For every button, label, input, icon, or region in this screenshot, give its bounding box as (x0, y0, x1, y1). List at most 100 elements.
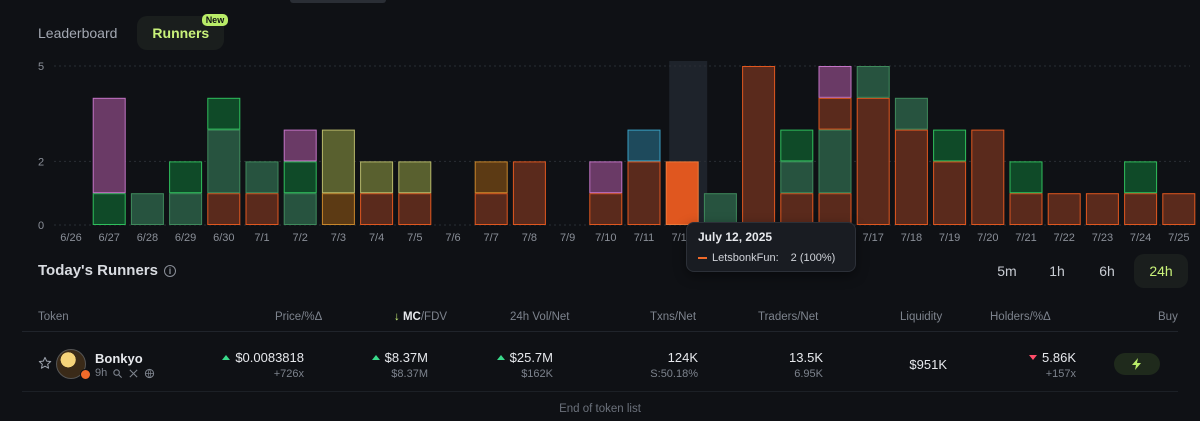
timeframe-24h[interactable]: 24h (1134, 254, 1188, 288)
token-name[interactable]: Bonkyo (95, 351, 143, 366)
y-tick-label: 0 (38, 220, 44, 232)
price-value: $0.0083818 (235, 350, 304, 365)
x-tick-label: 7/19 (939, 232, 960, 244)
col-vol[interactable]: 24h Vol/Net (510, 311, 570, 323)
liquidity-cell: $951K (909, 357, 947, 372)
bar-segment (169, 193, 203, 225)
col-buy: Buy (1158, 311, 1178, 323)
tab-bar: Leaderboard Runners New (22, 14, 229, 50)
price-change: +726x (273, 368, 304, 380)
up-triangle-icon (371, 355, 380, 360)
txns-sub: S:50.18% (650, 368, 698, 380)
up-triangle-icon (496, 355, 505, 360)
bar-segment (818, 129, 852, 194)
holders-cell: 5.86K +157x (1029, 350, 1076, 380)
bar-segment (627, 129, 661, 162)
x-tick-label: 7/23 (1092, 232, 1113, 244)
col-fdv-label: /FDV (420, 311, 448, 323)
bar-segment (245, 161, 279, 194)
timeframe-6h[interactable]: 6h (1099, 263, 1115, 279)
y-tick-label: 2 (38, 156, 44, 168)
tab-runners-label: Runners (152, 25, 210, 41)
quick-buy-button[interactable] (1114, 353, 1160, 375)
col-txns[interactable]: Txns/Net (650, 311, 697, 323)
bar-segment (92, 193, 126, 225)
bar-segment (894, 129, 928, 225)
launchpad-badge-icon (80, 369, 91, 380)
x-tick-label: 7/4 (369, 232, 384, 244)
table-header: Token Price/%Δ ↓ MC/FDV 24h Vol/Net Txns… (22, 304, 1178, 332)
chart-tooltip: July 12, 2025 LetsbonkFun: 2 (100%) (686, 222, 856, 272)
tooltip-swatch (698, 257, 707, 259)
x-tick-label: 6/29 (175, 232, 196, 244)
x-tick-label: 6/30 (213, 232, 234, 244)
x-tick-label: 7/11 (634, 232, 655, 244)
bar-segment (856, 97, 890, 225)
bar-segment (360, 161, 394, 194)
sort-down-icon: ↓ (394, 311, 400, 323)
col-liquidity[interactable]: Liquidity (900, 311, 943, 323)
volume-net: $162K (521, 368, 553, 380)
new-badge: New (201, 14, 229, 26)
bar-segment (1009, 161, 1043, 194)
bar-segment (1124, 193, 1158, 225)
bar-segment (92, 97, 126, 194)
traders-value: 13.5K (789, 350, 823, 365)
top-strip (290, 0, 386, 3)
bar-segment (742, 66, 776, 225)
bar-segment (589, 161, 623, 194)
tooltip-series: LetsbonkFun: (712, 252, 779, 264)
col-token[interactable]: Token (38, 311, 69, 323)
bar-segment (780, 129, 814, 162)
table-row[interactable]: Bonkyo 9h $0.0083818 +726x $8.37M $8.37M… (22, 336, 1178, 392)
search-icon[interactable] (112, 368, 123, 379)
x-social-icon[interactable] (128, 368, 139, 379)
bar-segment (474, 193, 508, 225)
x-tick-label: 7/3 (331, 232, 346, 244)
mc-value: $8.37M (384, 350, 428, 365)
mc-cell: $8.37M $8.37M (371, 350, 428, 380)
timeframe-selector: 5m 1h 6h 24h (984, 254, 1188, 288)
bar-segment (283, 161, 317, 194)
down-triangle-icon (1029, 355, 1038, 360)
info-icon[interactable]: i (163, 264, 176, 277)
col-holders[interactable]: Holders/%Δ (990, 311, 1051, 323)
bar-segment (207, 129, 241, 194)
holders-value: 5.86K (1042, 350, 1076, 365)
fdv-value: $8.37M (391, 368, 428, 380)
col-traders[interactable]: Traders/Net (758, 311, 819, 323)
globe-icon[interactable] (144, 368, 155, 379)
col-mc[interactable]: ↓ MC/FDV (394, 311, 447, 323)
x-tick-label: 7/7 (484, 232, 499, 244)
col-price[interactable]: Price/%Δ (275, 311, 323, 323)
x-tick-label: 7/9 (560, 232, 575, 244)
bar-segment (1009, 193, 1043, 225)
x-tick-label: 7/5 (407, 232, 422, 244)
x-tick-label: 7/25 (1168, 232, 1189, 244)
tooltip-value: 2 (100%) (790, 252, 836, 264)
x-tick-label: 7/10 (595, 232, 616, 244)
end-of-list-text: End of token list (559, 403, 641, 415)
tab-runners[interactable]: Runners New (137, 14, 229, 50)
bar-segment (933, 129, 967, 162)
y-tick-label: 5 (38, 61, 44, 73)
timeframe-5m[interactable]: 5m (997, 263, 1017, 279)
bar-segment (1085, 193, 1119, 225)
x-tick-label: 7/21 (1015, 232, 1036, 244)
star-icon[interactable] (38, 356, 52, 370)
runners-chart: 0 2 5 6/26 6/27 6/28 6/29 6/30 7/1 7/2 7/3 7/4 7/5 7/… (38, 61, 1196, 244)
bar-segment (818, 97, 852, 130)
x-tick-label: 7/6 (445, 232, 460, 244)
token-avatar (56, 349, 86, 379)
tooltip-row: LetsbonkFun: 2 (100%) (698, 252, 844, 264)
section-title-text: Today's Runners (38, 262, 158, 279)
bar-segment (818, 66, 852, 98)
bar-segment (1124, 161, 1158, 194)
bar-segment (1047, 193, 1081, 225)
tab-leaderboard[interactable]: Leaderboard (38, 25, 118, 41)
x-tick-label: 6/28 (137, 232, 158, 244)
bar-segment (398, 161, 432, 194)
timeframe-1h[interactable]: 1h (1049, 263, 1065, 279)
bar-segment (933, 161, 967, 225)
bar-segment (321, 193, 355, 225)
